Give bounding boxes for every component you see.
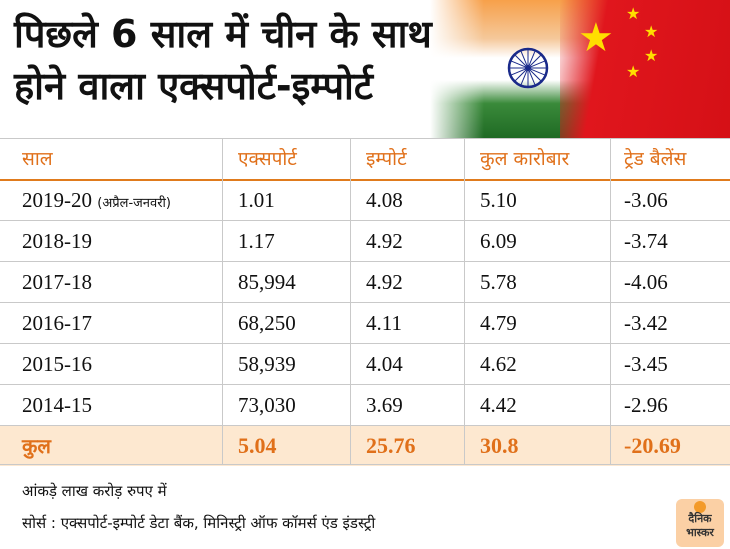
header-year: साल bbox=[22, 148, 53, 170]
cell-export: 85,994 bbox=[238, 270, 296, 294]
table-row: 2019-20 (अप्रैल-जनवरी) 1.01 4.08 5.10 -3… bbox=[0, 180, 730, 221]
cell-year: 2019-20 (अप्रैल-जनवरी) bbox=[22, 188, 172, 212]
cell-trade-balance: -3.06 bbox=[624, 188, 668, 212]
table-row: 2014-15 73,030 3.69 4.42 -2.96 bbox=[0, 385, 730, 426]
column-divider bbox=[350, 138, 351, 464]
table-row: 2017-18 85,994 4.92 5.78 -4.06 bbox=[0, 262, 730, 303]
cell-import: 4.92 bbox=[366, 270, 403, 294]
cell-import: 3.69 bbox=[366, 393, 403, 417]
cell-year: 2017-18 bbox=[22, 270, 92, 294]
cell-export: 73,030 bbox=[238, 393, 296, 417]
header-export: एक्सपोर्ट bbox=[238, 148, 297, 170]
cell-total-trade: 4.79 bbox=[480, 311, 517, 335]
cell-import: 4.92 bbox=[366, 229, 403, 253]
column-divider bbox=[610, 138, 611, 464]
cell-export: 1.17 bbox=[238, 229, 275, 253]
ashoka-chakra-icon bbox=[507, 47, 549, 89]
cell-export: 68,250 bbox=[238, 311, 296, 335]
column-divider bbox=[464, 138, 465, 464]
star-icon: ★ bbox=[578, 15, 614, 61]
cell-total-trade: 5.10 bbox=[480, 188, 517, 212]
cell-total-trade: 4.42 bbox=[480, 393, 517, 417]
header-total-trade: कुल कारोबार bbox=[480, 148, 570, 170]
cell-total-trade: 6.09 bbox=[480, 229, 517, 253]
table-row: 2015-16 58,939 4.04 4.62 -3.45 bbox=[0, 344, 730, 385]
cell-year: 2016-17 bbox=[22, 311, 92, 335]
dainik-bhaskar-logo: दैनिक भास्कर bbox=[676, 499, 724, 547]
cell-year: 2018-19 bbox=[22, 229, 92, 253]
table-row: 2016-17 68,250 4.11 4.79 -3.42 bbox=[0, 303, 730, 344]
flags-image: ★ ★ ★ ★ ★ bbox=[430, 0, 730, 138]
cell-year-note: (अप्रैल-जनवरी) bbox=[97, 196, 172, 211]
units-note: आंकड़े लाख करोड़ रुपए में bbox=[22, 482, 167, 500]
cell-export: 58,939 bbox=[238, 352, 296, 376]
total-label: कुल bbox=[22, 434, 51, 458]
cell-total-trade: 5.78 bbox=[480, 270, 517, 294]
header-import: इम्पोर्ट bbox=[366, 148, 407, 170]
table-total-row: कुल 5.04 25.76 30.8 -20.69 bbox=[0, 426, 730, 466]
cell-trade-balance: -3.42 bbox=[624, 311, 668, 335]
footer: आंकड़े लाख करोड़ रुपए में सोर्स : एक्सपो… bbox=[0, 464, 730, 549]
cell-import: 4.11 bbox=[366, 311, 402, 335]
logo-line-1: दैनिक bbox=[688, 512, 712, 525]
page-title: पिछले 6 साल में चीन के साथ होने वाला एक्… bbox=[14, 8, 484, 112]
total-export: 5.04 bbox=[238, 433, 277, 458]
star-icon: ★ bbox=[626, 4, 641, 23]
logo-line-2: भास्कर bbox=[686, 526, 714, 539]
column-divider bbox=[222, 138, 223, 464]
source-note: सोर्स : एक्सपोर्ट-इम्पोर्ट डेटा बैंक, मि… bbox=[22, 514, 376, 532]
table-header-row: साल एक्सपोर्ट इम्पोर्ट कुल कारोबार ट्रेड… bbox=[0, 138, 730, 181]
sun-icon bbox=[694, 501, 706, 513]
china-flag: ★ ★ ★ ★ ★ bbox=[560, 0, 730, 138]
cell-import: 4.08 bbox=[366, 188, 403, 212]
title-line-1: पिछले 6 साल में चीन के साथ bbox=[14, 12, 432, 56]
cell-year: 2015-16 bbox=[22, 352, 92, 376]
table-row: 2018-19 1.17 4.92 6.09 -3.74 bbox=[0, 221, 730, 262]
cell-import: 4.04 bbox=[366, 352, 403, 376]
cell-export: 1.01 bbox=[238, 188, 275, 212]
title-line-2: होने वाला एक्सपोर्ट-इम्पोर्ट bbox=[14, 64, 374, 108]
header-trade-balance: ट्रेड बैलेंस bbox=[624, 148, 687, 170]
star-icon: ★ bbox=[626, 62, 641, 81]
cell-trade-balance: -3.74 bbox=[624, 229, 668, 253]
star-icon: ★ bbox=[644, 46, 659, 65]
total-trade: 30.8 bbox=[480, 433, 519, 458]
cell-total-trade: 4.62 bbox=[480, 352, 517, 376]
header-banner: ★ ★ ★ ★ ★ पिछले 6 साल में चीन के साथ होन… bbox=[0, 0, 730, 138]
star-icon: ★ bbox=[644, 22, 659, 41]
cell-trade-balance: -2.96 bbox=[624, 393, 668, 417]
total-balance: -20.69 bbox=[624, 433, 681, 458]
total-import: 25.76 bbox=[366, 433, 416, 458]
cell-trade-balance: -3.45 bbox=[624, 352, 668, 376]
cell-year: 2014-15 bbox=[22, 393, 92, 417]
cell-trade-balance: -4.06 bbox=[624, 270, 668, 294]
